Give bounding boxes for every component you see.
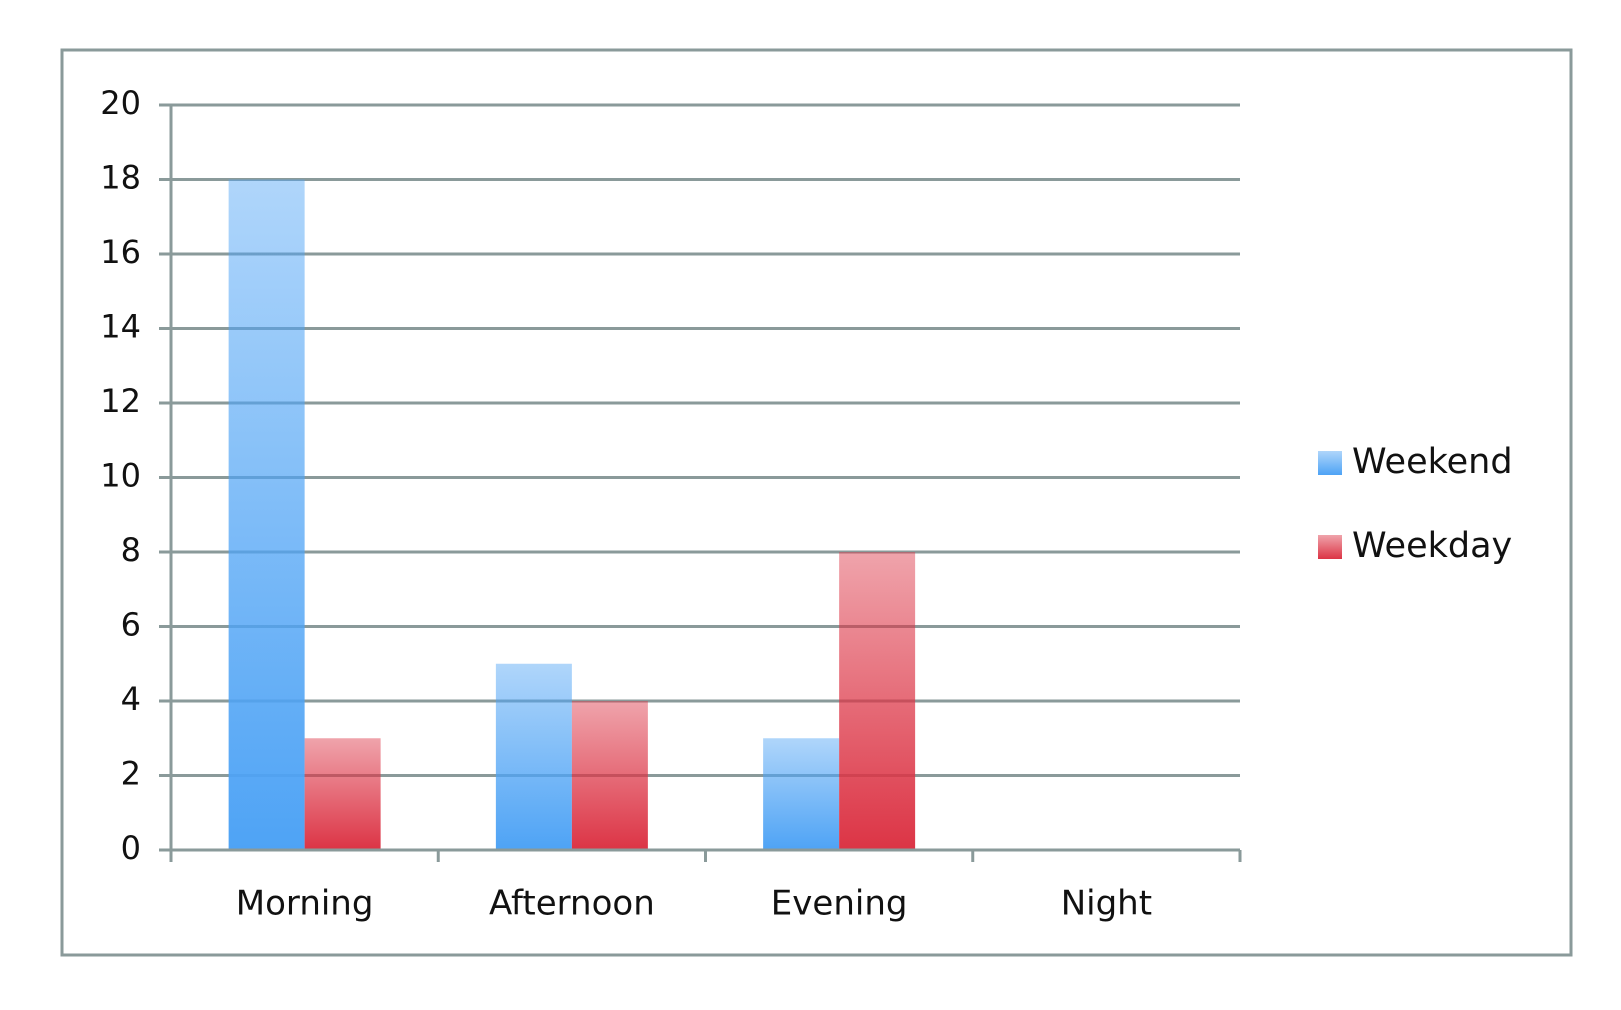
y-tick-label: 20 (100, 84, 141, 122)
y-tick-label: 14 (100, 308, 141, 346)
legend-swatch (1318, 535, 1342, 559)
bar (228, 179, 305, 850)
bar (304, 738, 381, 850)
x-tick-label: Night (1061, 884, 1152, 924)
y-tick-label: 0 (121, 829, 141, 867)
y-tick-label: 10 (100, 457, 141, 495)
y-tick-label: 8 (121, 531, 141, 569)
legend-label: Weekend (1352, 442, 1513, 482)
legend-swatch (1318, 451, 1342, 475)
bar (839, 552, 916, 850)
bar (571, 701, 648, 850)
y-tick-label: 2 (121, 755, 141, 793)
y-tick-label: 18 (100, 159, 141, 197)
y-tick-label: 12 (100, 382, 141, 420)
bar (763, 738, 840, 850)
bar (495, 663, 572, 850)
x-tick-label: Morning (236, 884, 374, 924)
x-tick-label: Afternoon (489, 884, 655, 924)
y-tick-label: 6 (121, 606, 141, 644)
legend-label: Weekday (1352, 526, 1512, 566)
y-tick-label: 4 (121, 680, 141, 718)
y-tick-label: 16 (100, 233, 141, 271)
x-tick-label: Evening (771, 884, 908, 924)
chart-border (60, 48, 1573, 957)
